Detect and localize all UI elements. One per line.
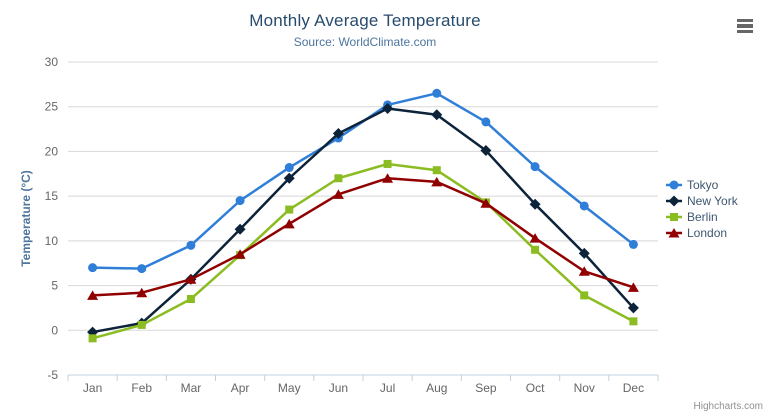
data-point-berlin-dec[interactable] [629,317,638,326]
data-point-london-apr[interactable] [234,249,246,259]
series-line-tokyo[interactable] [91,92,635,270]
y-axis-label: 20 [45,144,59,158]
highcharts-credit-link[interactable]: Highcharts.com [693,401,763,412]
data-point-berlin-jan[interactable] [88,334,97,343]
data-point-berlin-jul[interactable] [383,159,392,168]
series-line-new-york[interactable] [91,107,635,334]
data-point-berlin-jun[interactable] [334,174,343,183]
data-point-new-york-jun[interactable] [332,128,344,140]
y-axis-label: 5 [51,279,58,293]
x-axis-label: Dec [623,381,644,395]
tokyo-series-icon [666,180,682,190]
data-point-tokyo-may[interactable] [284,163,294,173]
data-point-berlin-feb[interactable] [137,320,146,329]
data-point-london-dec[interactable] [627,282,639,292]
data-point-london-sep[interactable] [480,198,492,208]
data-point-tokyo-dec[interactable] [628,239,638,249]
legend: Tokyo New York Berlin London [666,177,738,241]
data-point-tokyo-jan[interactable] [88,263,98,273]
x-axis-label: Feb [131,381,152,395]
data-point-tokyo-aug[interactable] [432,88,442,98]
x-axis-label: Jun [329,381,348,395]
data-point-new-york-apr[interactable] [234,223,246,235]
y-axis-label: -5 [47,368,58,382]
legend-item-berlin[interactable]: Berlin [666,209,738,225]
series-line-berlin[interactable] [91,162,635,340]
legend-item-tokyo[interactable]: Tokyo [666,177,738,193]
legend-item-new-york[interactable]: New York [666,193,738,209]
london-series-icon [666,228,682,238]
legend-label: Tokyo [687,178,719,192]
y-axis-label: 15 [45,189,59,203]
data-point-tokyo-mar[interactable] [186,240,196,250]
data-point-new-york-aug[interactable] [431,109,443,121]
data-point-london-nov[interactable] [578,266,590,276]
data-point-new-york-oct[interactable] [529,198,541,210]
new-york-series-icon [666,195,682,207]
data-point-new-york-jul[interactable] [382,103,394,115]
data-point-london-jul[interactable] [382,173,394,183]
legend-label: New York [687,194,738,208]
x-axis-label: Nov [574,381,595,395]
x-axis-label: May [278,381,301,395]
data-point-tokyo-oct[interactable] [530,162,540,172]
y-axis-label: 25 [45,100,59,114]
data-point-tokyo-apr[interactable] [235,196,245,206]
data-point-berlin-may[interactable] [285,205,294,214]
data-point-tokyo-sep[interactable] [481,117,491,127]
data-point-berlin-oct[interactable] [531,245,540,254]
data-point-tokyo-nov[interactable] [579,201,589,211]
x-axis-label: Apr [231,381,250,395]
data-point-berlin-nov[interactable] [580,291,589,300]
data-point-london-jun[interactable] [332,189,344,199]
data-point-london-may[interactable] [283,218,295,229]
x-axis-label: Jul [380,381,395,395]
x-axis-label: Jan [83,381,102,395]
data-point-tokyo-feb[interactable] [137,264,147,274]
legend-item-london[interactable]: London [666,225,738,241]
data-point-new-york-dec[interactable] [627,302,639,314]
hamburger-icon [737,18,753,34]
y-axis-title: Temperature (°C) [19,170,33,267]
data-point-london-jan[interactable] [87,290,99,300]
y-axis-label: 0 [51,323,58,337]
x-axis-label: Mar [181,381,202,395]
berlin-series-icon [666,213,682,221]
data-point-new-york-may[interactable] [283,172,295,184]
data-point-new-york-nov[interactable] [578,247,590,259]
x-axis-label: Oct [526,381,545,395]
legend-label: London [687,226,728,240]
data-point-london-feb[interactable] [136,287,148,298]
data-point-berlin-aug[interactable] [432,166,441,175]
export-menu-button[interactable] [734,16,756,36]
chart-subtitle: Source: WorldClimate.com [293,35,437,49]
data-point-berlin-mar[interactable] [186,294,195,303]
y-axis-label: 30 [45,55,59,69]
data-point-london-oct[interactable] [529,233,541,243]
x-axis-label: Sep [475,381,497,395]
chart-title: Monthly Average Temperature [249,11,481,30]
data-point-london-mar[interactable] [185,274,197,284]
legend-label: Berlin [687,210,718,224]
y-axis-label: 10 [45,234,59,248]
x-axis-label: Aug [426,381,447,395]
data-point-london-aug[interactable] [431,176,443,187]
series-line-london[interactable] [91,177,635,297]
data-point-new-york-sep[interactable] [480,145,492,157]
